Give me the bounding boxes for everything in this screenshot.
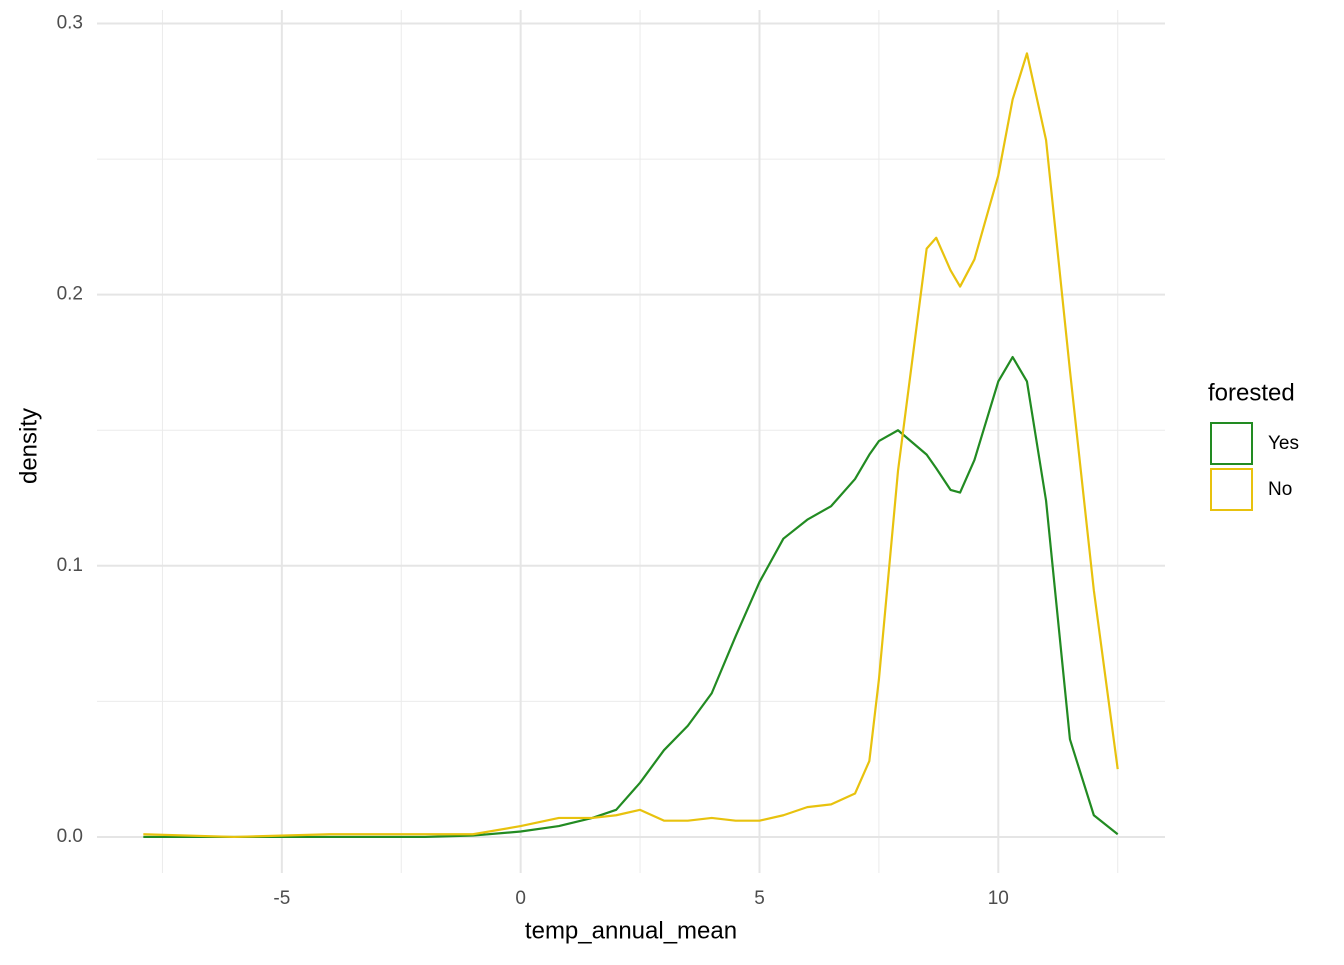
legend-key — [1210, 468, 1253, 511]
y-tick-label: 0.3 — [57, 13, 83, 34]
x-tick-label: 0 — [515, 888, 526, 909]
y-tick-label: 0.0 — [57, 826, 83, 847]
y-tick-label: 0.2 — [57, 284, 83, 305]
legend-label: Yes — [1268, 433, 1299, 454]
density-line — [143, 355, 1119, 839]
x-tick-label: 5 — [754, 888, 765, 909]
x-axis-label: temp_annual_mean — [525, 917, 737, 944]
density-line — [143, 52, 1119, 839]
x-tick-label: 10 — [988, 888, 1009, 909]
legend-title: forested — [1208, 379, 1295, 406]
legend-label: No — [1268, 479, 1292, 500]
y-tick-label: 0.1 — [57, 555, 83, 576]
x-tick-label: -5 — [273, 888, 290, 909]
y-axis-label: density — [15, 408, 42, 484]
legend-key — [1210, 422, 1253, 465]
